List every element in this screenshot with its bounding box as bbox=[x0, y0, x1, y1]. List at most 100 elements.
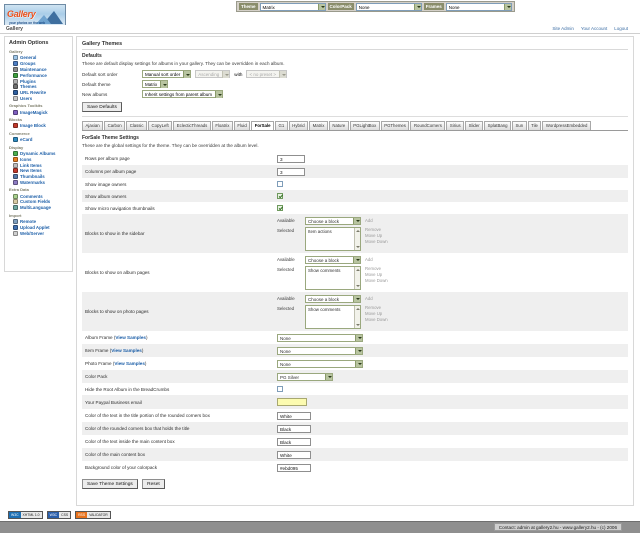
sort-direction-select[interactable]: Ascending bbox=[195, 70, 231, 78]
sidebar-item-new-items[interactable]: New Items bbox=[8, 168, 70, 174]
scroll-up-icon[interactable] bbox=[356, 229, 360, 232]
view-samples-link[interactable]: View Samples bbox=[114, 361, 145, 366]
reset-button[interactable]: Reset bbox=[142, 479, 165, 489]
remove-block-link[interactable]: Remove bbox=[365, 304, 382, 310]
tab-classic[interactable]: Classic bbox=[126, 121, 148, 130]
scrollbar[interactable] bbox=[354, 266, 360, 289]
site-admin-link[interactable]: Site Admin bbox=[552, 26, 574, 31]
list-item[interactable]: Show comments bbox=[308, 306, 341, 312]
remove-block-link[interactable]: Remove bbox=[365, 226, 382, 232]
tab-splatbang[interactable]: SplatBang bbox=[484, 121, 511, 130]
sidebar-item-general[interactable]: General bbox=[8, 55, 70, 61]
tab-matrix[interactable]: Matrix bbox=[309, 121, 328, 130]
sidebar-item-image-block[interactable]: Image Block bbox=[8, 123, 70, 129]
default-theme-select[interactable]: Matrix bbox=[142, 80, 169, 88]
frame-select[interactable]: None bbox=[277, 346, 363, 355]
scrollbar[interactable] bbox=[354, 305, 360, 328]
sidebar-item-remote[interactable]: Remote bbox=[8, 219, 70, 225]
view-samples-link[interactable]: View Samples bbox=[115, 335, 146, 340]
setting-checkbox[interactable] bbox=[277, 192, 283, 199]
tab-hybrid[interactable]: Hybrid bbox=[288, 121, 309, 130]
tab-ajaxian[interactable]: Ajaxian bbox=[82, 121, 104, 130]
tab-pgthemes[interactable]: PGThemes bbox=[380, 121, 410, 130]
add-block-link[interactable]: Add bbox=[365, 295, 373, 301]
selected-blocks-listbox[interactable]: Show comments bbox=[305, 304, 361, 329]
sidebar-item-watermarks[interactable]: Watermarks bbox=[8, 179, 70, 186]
tab-g1[interactable]: G1 bbox=[275, 121, 288, 130]
sidebar-item-plugins[interactable]: Plugins bbox=[8, 78, 70, 84]
validator-badge[interactable]: W3C XHTML 1.0 bbox=[8, 511, 43, 519]
selected-blocks-listbox[interactable]: Show comments bbox=[305, 265, 361, 290]
setting-checkbox[interactable] bbox=[277, 204, 283, 211]
setting-text-input[interactable]: 3 bbox=[277, 154, 305, 163]
your-account-link[interactable]: Your Account bbox=[580, 26, 608, 31]
sidebar-item-maintenance[interactable]: Maintenance bbox=[8, 66, 70, 73]
sidebar-item-imagemagick[interactable]: ImageMagick bbox=[8, 109, 70, 115]
available-block-select[interactable]: Choose a block bbox=[305, 294, 361, 303]
scroll-down-icon[interactable] bbox=[356, 284, 360, 287]
move-up-link[interactable]: Move Up bbox=[365, 310, 383, 316]
tab-wordpressembedded[interactable]: WordpressEmbedded bbox=[542, 121, 591, 130]
logout-link[interactable]: Logout bbox=[614, 26, 628, 31]
scroll-up-icon[interactable] bbox=[356, 307, 360, 310]
list-item[interactable]: Item actions bbox=[308, 228, 332, 234]
available-block-select[interactable]: Choose a block bbox=[305, 216, 361, 225]
tab-slider[interactable]: Slider bbox=[465, 121, 484, 130]
sidebar-item-themes[interactable]: Themes bbox=[8, 84, 70, 90]
move-up-link[interactable]: Move Up bbox=[365, 271, 383, 277]
sidebar-item-performance[interactable]: Performance bbox=[8, 72, 70, 78]
frames-toolbar-select[interactable]: None bbox=[445, 2, 512, 11]
sort-preset-select[interactable]: < no preset > bbox=[246, 70, 287, 78]
theme-toolbar-select[interactable]: Matrix bbox=[259, 2, 326, 11]
scroll-up-icon[interactable] bbox=[356, 268, 360, 271]
tab-carbon[interactable]: Carbon bbox=[104, 121, 126, 130]
default-sort-order-select[interactable]: Manual sort order bbox=[142, 70, 192, 78]
sidebar-item-groups[interactable]: Groups bbox=[8, 61, 70, 67]
scroll-down-icon[interactable] bbox=[356, 323, 360, 326]
new-albums-select[interactable]: Inherit settings from parent album bbox=[142, 90, 224, 98]
save-theme-settings-button[interactable]: Save Theme Settings bbox=[82, 479, 138, 489]
tab-roundcorners[interactable]: RoundCorners bbox=[410, 121, 446, 130]
tab-sun[interactable]: Sun bbox=[512, 121, 527, 130]
tab-pglightbox[interactable]: PGLightBox bbox=[349, 121, 380, 130]
scrollbar[interactable] bbox=[354, 227, 360, 250]
tab-floatrix[interactable]: Floatrix bbox=[211, 121, 233, 130]
frame-select[interactable]: None bbox=[277, 333, 363, 342]
sidebar-item-users[interactable]: Users bbox=[8, 95, 70, 101]
sidebar-item-multilanguage[interactable]: MultiLanguage bbox=[8, 205, 70, 211]
breadcrumb[interactable]: Gallery bbox=[6, 26, 23, 32]
remove-block-link[interactable]: Remove bbox=[365, 265, 382, 271]
color-input[interactable]: #ebd095 bbox=[277, 463, 311, 472]
list-item[interactable]: Show comments bbox=[308, 267, 341, 273]
available-block-select[interactable]: Choose a block bbox=[305, 255, 361, 264]
tab-tile[interactable]: Tile bbox=[527, 121, 542, 130]
move-down-link[interactable]: Move Down bbox=[365, 238, 388, 244]
hide-root-checkbox[interactable] bbox=[277, 385, 283, 392]
color-input[interactable]: Black bbox=[277, 424, 311, 433]
sidebar-item-dynamic-albums[interactable]: Dynamic Albums bbox=[8, 150, 70, 157]
frame-select[interactable]: None bbox=[277, 359, 363, 368]
sidebar-item-ecard[interactable]: eCard bbox=[8, 137, 70, 143]
save-defaults-button[interactable]: Save Defaults bbox=[82, 102, 122, 112]
selected-blocks-listbox[interactable]: Item actions bbox=[305, 226, 361, 251]
sidebar-item-web-server[interactable]: Web/Server bbox=[8, 230, 70, 236]
move-down-link[interactable]: Move Down bbox=[365, 277, 388, 283]
tab-sirius[interactable]: Sirius bbox=[446, 121, 465, 130]
color-input[interactable]: White bbox=[277, 450, 311, 459]
gallery-logo[interactable]: Gallery your photos on the web bbox=[4, 4, 66, 26]
color-input[interactable]: Black bbox=[277, 437, 311, 446]
setting-checkbox[interactable] bbox=[277, 180, 283, 187]
sidebar-item-icons[interactable]: Icons bbox=[8, 156, 70, 162]
sidebar-item-thumbnails[interactable]: Thumbnails bbox=[8, 174, 70, 180]
sidebar-item-custom-fields[interactable]: Custom Fields bbox=[8, 199, 70, 205]
sidebar-item-upload-applet[interactable]: Upload Applet bbox=[8, 224, 70, 230]
add-block-link[interactable]: Add bbox=[365, 217, 373, 223]
sidebar-item-url-rewrite[interactable]: URL Rewrite bbox=[8, 90, 70, 96]
view-samples-link[interactable]: View Samples bbox=[111, 348, 142, 353]
add-block-link[interactable]: Add bbox=[365, 256, 373, 262]
validator-badge[interactable]: W3C CSS bbox=[46, 511, 72, 519]
colorpack-select[interactable]: PG Silver bbox=[277, 372, 333, 381]
setting-text-input[interactable]: 3 bbox=[277, 167, 305, 176]
sidebar-item-link-items[interactable]: Link Items bbox=[8, 162, 70, 168]
validator-badge[interactable]: RSS VALIDATOR bbox=[75, 511, 111, 519]
